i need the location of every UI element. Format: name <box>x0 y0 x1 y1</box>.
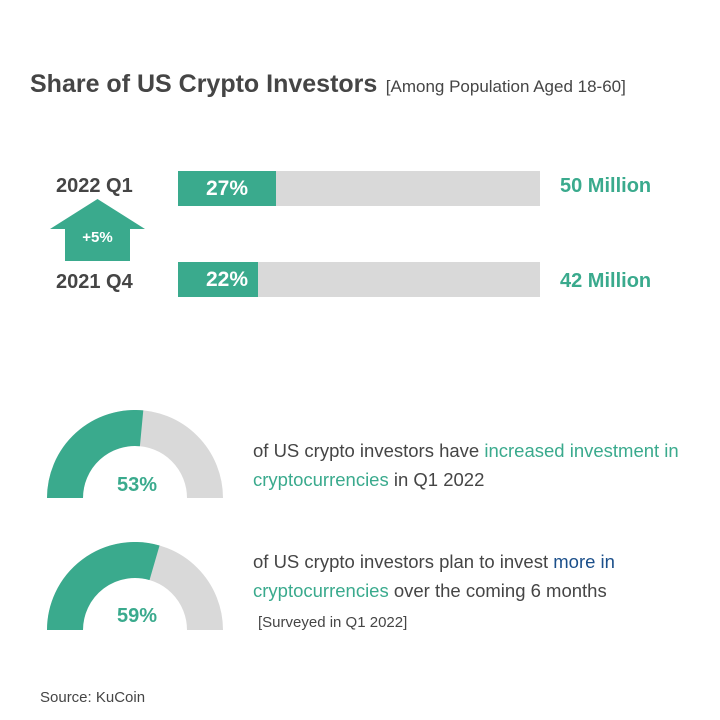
change-annotation: +5% <box>82 229 113 246</box>
chart-subtitle: [Among Population Aged 18-60] <box>385 77 626 96</box>
gauge-chart-2 <box>47 542 223 631</box>
stat-2-text-before: of US crypto investors plan to invest <box>253 551 554 572</box>
source-label: Source: KuCoin <box>40 689 146 706</box>
gauge-fill-2 <box>47 542 160 631</box>
gauge-fill-1 <box>47 410 144 499</box>
stat-2-highlight: cryptocurrencies <box>253 580 389 601</box>
bar-value-label-2022-q1: 27% <box>206 177 249 200</box>
gauge-chart-1 <box>47 410 223 499</box>
bar-track-2021-q4: 22% <box>178 262 540 297</box>
up-arrow-icon: +5% <box>50 199 145 261</box>
secondary-label-2021-q4: 42 Million <box>560 270 652 292</box>
category-label-2021-q4: 2021 Q4 <box>56 271 133 293</box>
stat-text-2: of US crypto investors plan to invest mo… <box>253 547 693 605</box>
stat-text-1: of US crypto investors have increased in… <box>253 436 693 494</box>
bar-track-2022-q1: 27% <box>178 171 540 206</box>
bar-2021-q4 <box>178 262 258 297</box>
secondary-label-2022-q1: 50 Million <box>560 175 652 197</box>
stat-1-text-after: in Q1 2022 <box>388 469 485 490</box>
survey-note: [Surveyed in Q1 2022] <box>258 614 408 631</box>
stat-1-text-before: of US crypto investors have <box>253 440 485 461</box>
stat-2-text-after: over the coming 6 months <box>388 580 607 601</box>
gauge-value-label-2: 59% <box>116 605 158 627</box>
bar-2022-q1 <box>178 171 276 206</box>
stat-1-highlight: increased investment in cryptocurrencies <box>253 440 679 490</box>
category-label-2022-q1: 2022 Q1 <box>56 175 133 197</box>
chart-title-row: Share of US Crypto Investors [Among Popu… <box>30 70 626 99</box>
chart-title: Share of US Crypto Investors <box>30 70 378 98</box>
gauge-value-label-1: 53% <box>116 474 158 496</box>
bar-value-label-2021-q4: 22% <box>206 268 249 291</box>
stat-2-highlight-blue: more in <box>553 551 615 572</box>
